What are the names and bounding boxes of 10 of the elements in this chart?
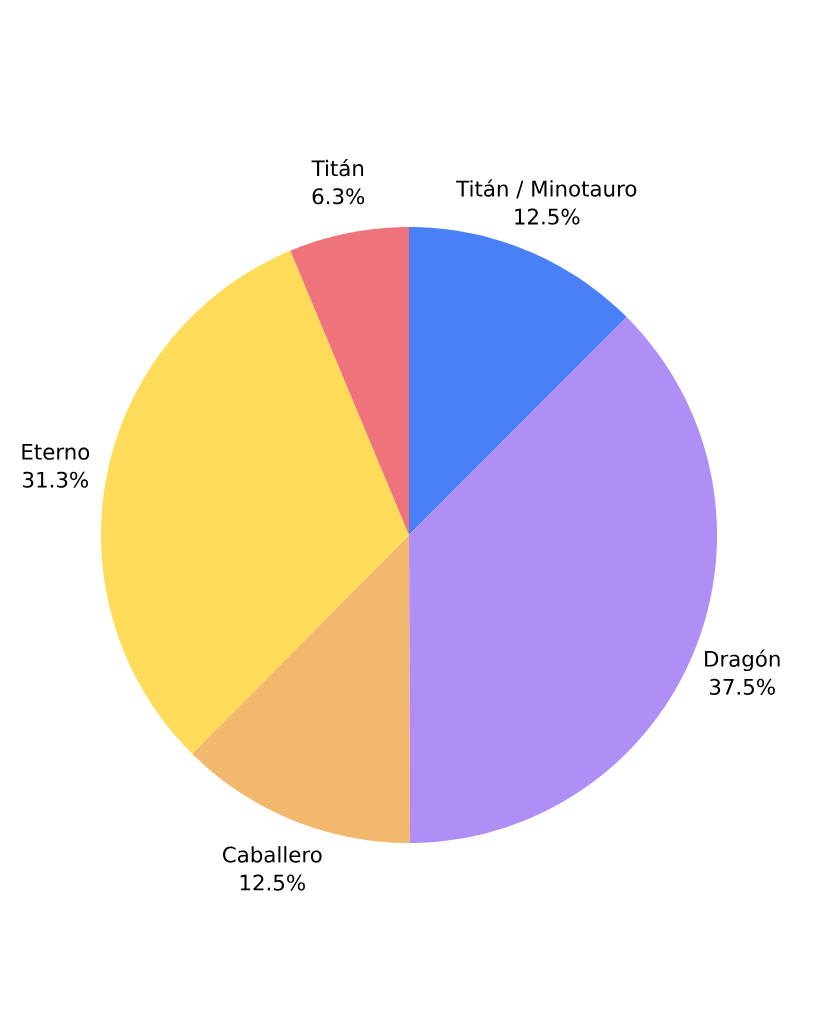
data-label: 6.3% xyxy=(312,188,365,205)
slice-label: Titán / Minotauro xyxy=(456,179,637,199)
slice-label: Caballero xyxy=(223,846,322,863)
data-label: 31.3% xyxy=(23,471,89,488)
slice-label: Eterno xyxy=(22,443,90,460)
data-label: 12.5% xyxy=(515,208,580,225)
slice-label: Titán xyxy=(311,158,364,177)
data-label: 37.5% xyxy=(709,678,775,695)
slice-label: Dragón xyxy=(705,649,780,672)
data-label: 12.5% xyxy=(240,874,305,891)
